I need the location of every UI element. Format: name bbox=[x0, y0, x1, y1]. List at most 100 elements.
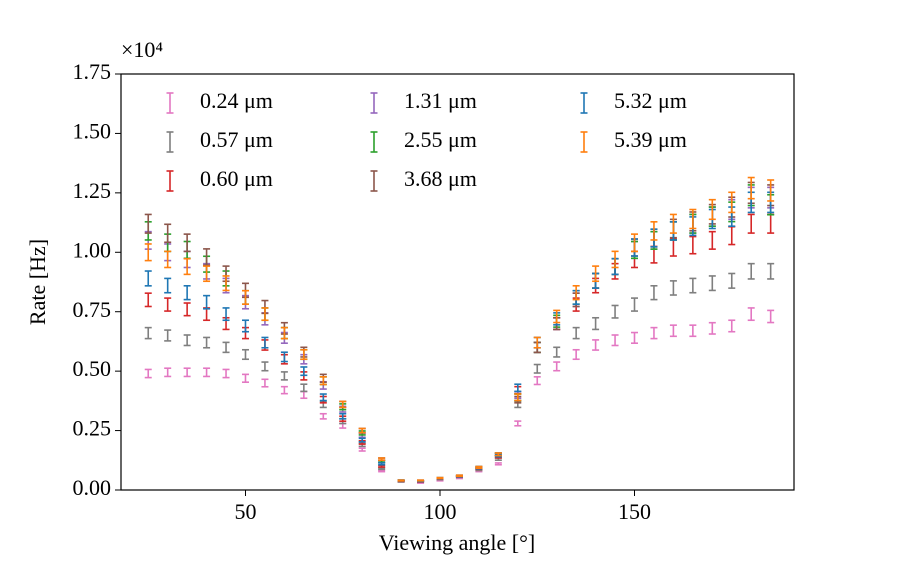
error-bar bbox=[728, 319, 736, 333]
error-bar bbox=[572, 326, 580, 340]
error-bar bbox=[611, 304, 619, 319]
y-tick-label: 0.25 bbox=[73, 416, 112, 441]
error-bar bbox=[533, 376, 541, 386]
y-tick-label: 0.50 bbox=[73, 356, 112, 381]
error-bar bbox=[728, 191, 736, 214]
plot-frame bbox=[120, 73, 795, 491]
error-bar bbox=[455, 474, 463, 478]
error-bar bbox=[514, 393, 522, 402]
y-tick-label: 1.00 bbox=[73, 237, 112, 262]
error-bar bbox=[378, 457, 386, 461]
error-bar bbox=[669, 280, 677, 296]
error-bar bbox=[183, 233, 191, 253]
error-bar bbox=[203, 294, 211, 310]
error-bar bbox=[514, 420, 522, 427]
legend-label: 5.32 μm bbox=[614, 88, 687, 113]
error-bar bbox=[669, 324, 677, 338]
error-bar bbox=[553, 361, 561, 372]
error-bar bbox=[164, 367, 172, 378]
error-bar bbox=[280, 351, 288, 363]
error-bar bbox=[280, 326, 288, 340]
error-bar bbox=[631, 331, 639, 344]
legend-label: 2.55 μm bbox=[404, 127, 477, 152]
legend-swatch bbox=[166, 92, 174, 114]
error-bar bbox=[358, 437, 366, 443]
error-bar bbox=[203, 367, 211, 378]
error-bar bbox=[708, 198, 716, 221]
error-bar bbox=[417, 479, 425, 482]
error-bar bbox=[261, 378, 269, 388]
error-bar bbox=[669, 213, 677, 234]
error-bar bbox=[261, 307, 269, 322]
error-bar bbox=[183, 367, 191, 378]
legend-swatch bbox=[166, 170, 174, 192]
error-bar bbox=[378, 464, 386, 468]
error-bar bbox=[572, 284, 580, 301]
legend-label: 1.31 μm bbox=[404, 88, 477, 113]
y-tick-label: 1.50 bbox=[73, 118, 112, 143]
error-bar bbox=[203, 307, 211, 322]
error-bar bbox=[553, 346, 561, 358]
error-bar bbox=[397, 479, 405, 482]
x-tick-label: 50 bbox=[234, 499, 256, 524]
y-tick-label: 0.00 bbox=[73, 475, 112, 500]
error-bar bbox=[689, 235, 697, 255]
error-bar bbox=[592, 339, 600, 351]
error-bar bbox=[378, 462, 386, 466]
x-tick-label: 100 bbox=[423, 499, 456, 524]
x-tick-label: 150 bbox=[618, 499, 651, 524]
error-bar bbox=[747, 262, 755, 280]
legend-label: 0.60 μm bbox=[200, 166, 273, 191]
error-bar bbox=[319, 412, 327, 420]
error-bar bbox=[494, 452, 502, 457]
error-bar bbox=[631, 233, 639, 253]
y-axis-label: Rate [Hz] bbox=[25, 239, 50, 325]
error-bar bbox=[553, 309, 561, 324]
y-tick-label: 1.75 bbox=[73, 59, 112, 84]
error-bar bbox=[241, 373, 249, 383]
error-bar bbox=[689, 277, 697, 294]
error-bar bbox=[164, 250, 172, 269]
error-bar bbox=[358, 427, 366, 434]
error-bar bbox=[358, 447, 366, 452]
error-bar bbox=[378, 469, 386, 473]
error-bar bbox=[183, 257, 191, 276]
error-bar bbox=[572, 348, 580, 361]
error-bar bbox=[300, 390, 308, 400]
error-bar bbox=[436, 476, 444, 480]
error-bar bbox=[203, 336, 211, 349]
error-bar bbox=[339, 400, 347, 409]
error-bar bbox=[183, 334, 191, 347]
error-bar bbox=[611, 334, 619, 347]
error-bar bbox=[494, 462, 502, 466]
legend-swatch bbox=[580, 131, 588, 153]
error-bar bbox=[708, 275, 716, 292]
error-bar bbox=[144, 213, 152, 234]
error-bar bbox=[241, 319, 249, 333]
error-bar bbox=[319, 393, 327, 402]
error-bar bbox=[728, 225, 736, 246]
error-bar bbox=[222, 341, 230, 354]
error-bar bbox=[514, 383, 522, 393]
error-bar bbox=[261, 336, 269, 349]
error-bar bbox=[592, 316, 600, 331]
error-bar bbox=[164, 277, 172, 294]
legend-swatch bbox=[166, 131, 174, 153]
error-bar bbox=[708, 321, 716, 335]
error-bar bbox=[164, 297, 172, 312]
error-bar bbox=[689, 208, 697, 230]
error-bar bbox=[611, 250, 619, 269]
error-bar bbox=[203, 265, 211, 283]
error-bar bbox=[183, 284, 191, 301]
error-bar bbox=[747, 307, 755, 322]
error-bar bbox=[650, 221, 658, 241]
error-bar bbox=[280, 385, 288, 395]
error-bar bbox=[650, 326, 658, 340]
y-tick-label: 1.25 bbox=[73, 178, 112, 203]
error-bar bbox=[339, 412, 347, 420]
error-bar bbox=[164, 223, 172, 244]
error-bar bbox=[669, 238, 677, 257]
error-bar bbox=[144, 368, 152, 379]
